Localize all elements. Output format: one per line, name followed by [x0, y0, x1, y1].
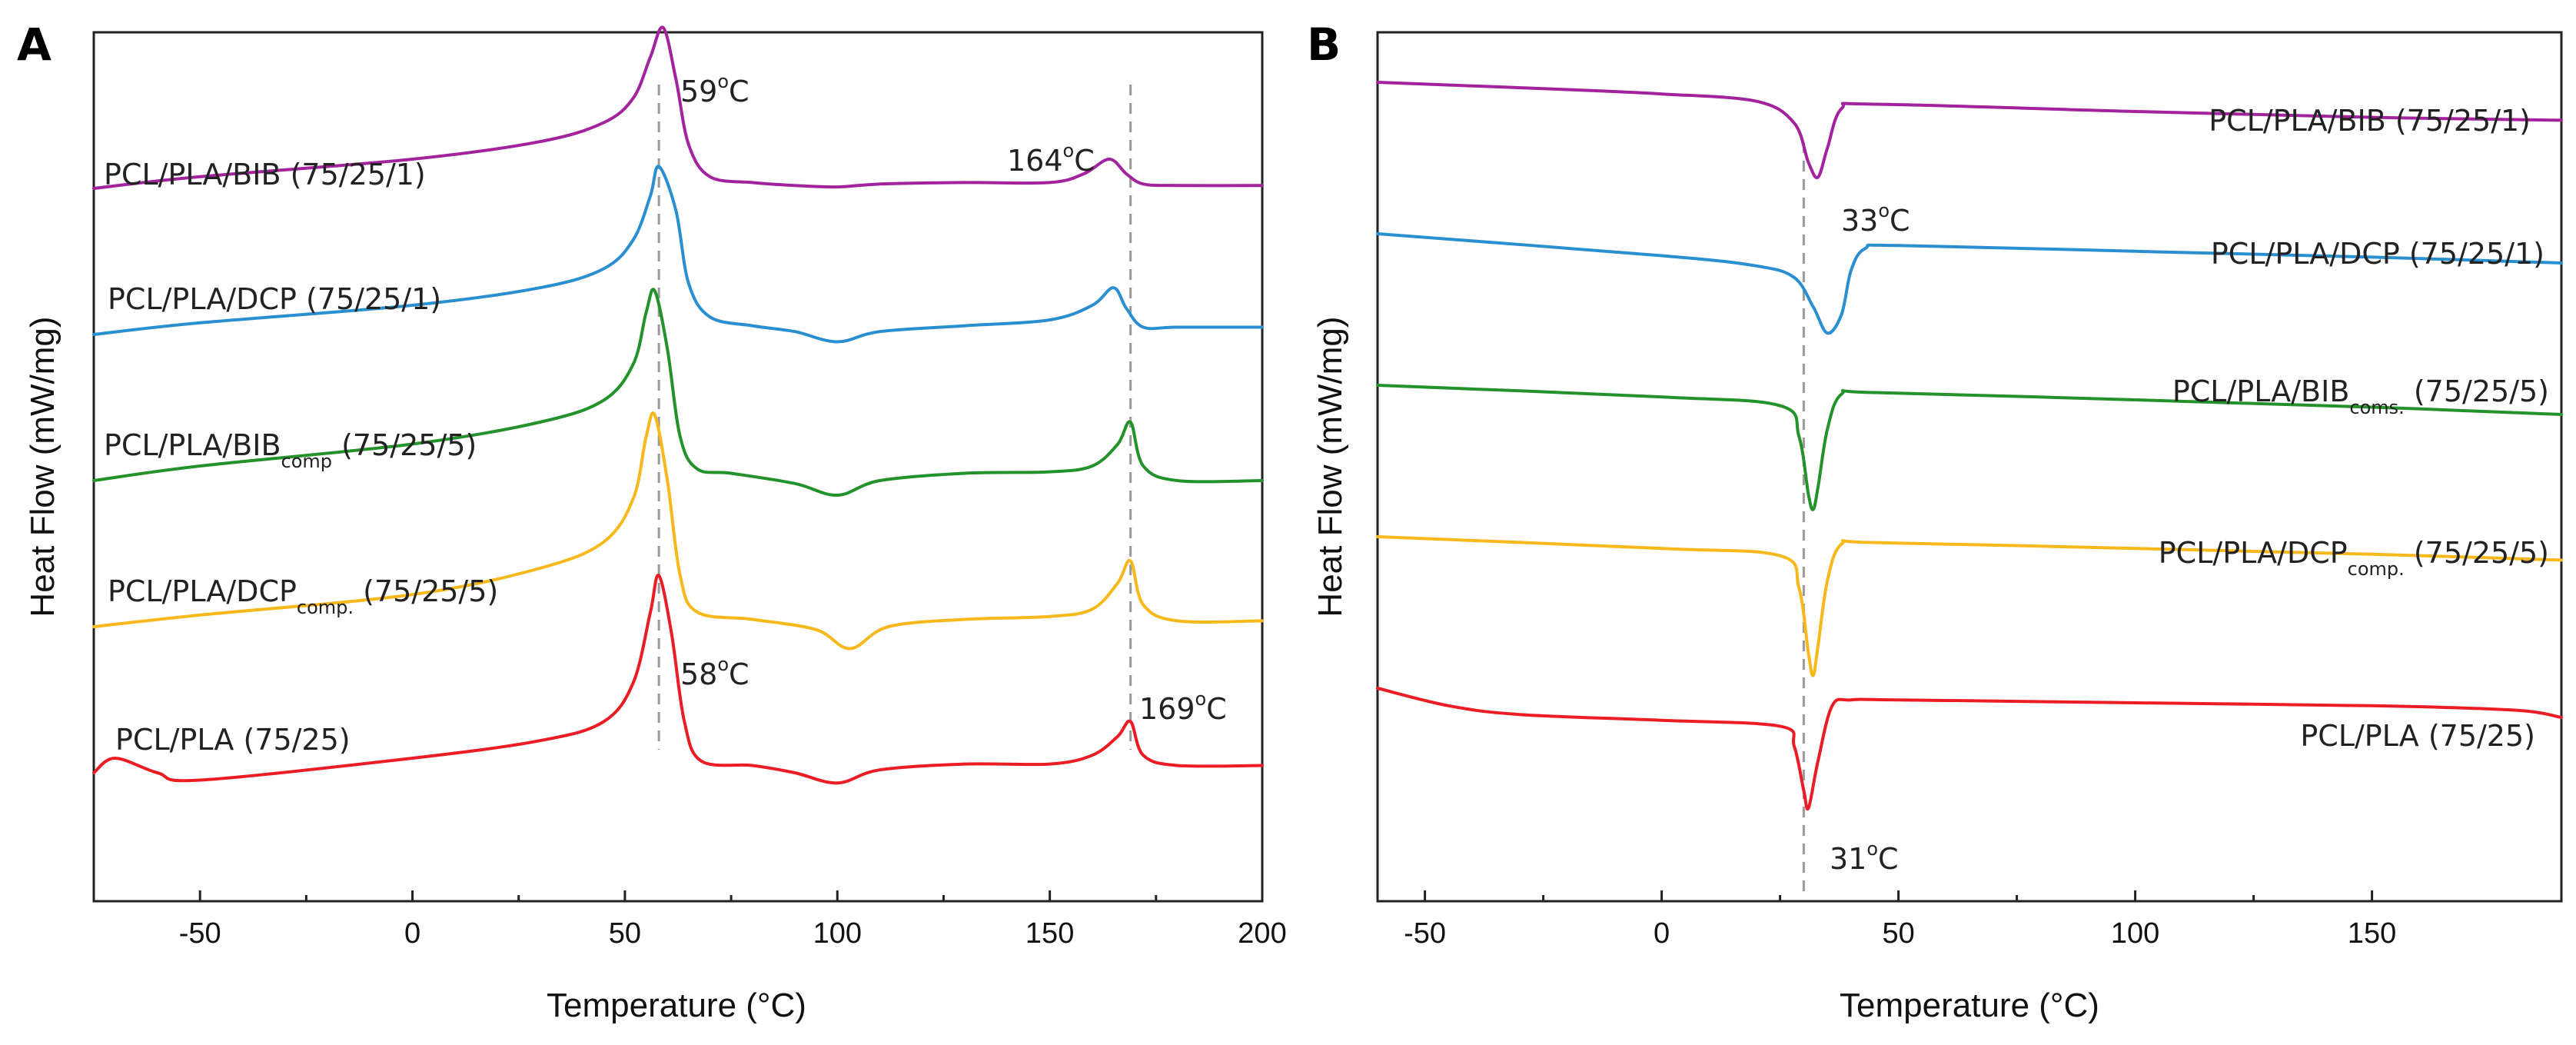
panel-b-curve-pcl-pla-dcpcomp-75-25-5: [1376, 535, 2563, 677]
panel-a-x-tick-label: 200: [1238, 917, 1286, 950]
panel-a-label-pcl-pla-dcp-1: PCL/PLA/DCP (75/25/1): [108, 282, 441, 316]
panel-b-x-tick-label: 0: [1654, 917, 1670, 950]
panel-a-curves: [92, 25, 1264, 785]
panel-a-curve-pcl-pla-dcpcomp-75-25-5: [92, 411, 1264, 651]
panel-a-curve-pcl-pla-dcp-75-25-1: [92, 165, 1264, 344]
panel-a-x-ticks: -50 0 50 100 150 200: [179, 890, 1287, 950]
panel-b-letter: B: [1307, 18, 1341, 71]
panel-b-annotation-33c: 33oC: [1841, 200, 1910, 238]
panel-b-x-tick-label: 50: [1882, 917, 1914, 950]
panel-b-curve-pcl-pla-75-25: [1376, 687, 2563, 811]
panel-a-label-pcl-pla-dcp-comp-5: PCL/PLA/DCPcomp. (75/25/5): [108, 574, 498, 618]
panel-a-label-pcl-pla-bib-comp-5: PCL/PLA/BIBcomp (75/25/5): [104, 428, 477, 472]
panel-b-curve-pcl-pla-bib-75-25-1: [1376, 81, 2563, 180]
panel-a-guide-lines: [657, 85, 1132, 750]
panel-a-x-tick-label: 150: [1025, 917, 1074, 950]
panel-a-annotation-169c: 169oC: [1139, 688, 1227, 726]
panel-a-annotation-59c: 59oC: [680, 71, 750, 108]
panel-b-curve-pcl-pla-bibcoms-75-25-5: [1376, 384, 2563, 511]
panel-a-curve-pcl-pla-bib-75-25-1: [92, 25, 1264, 190]
panel-b-label-pcl-pla-dcp-comp-5: PCL/PLA/DCPcomp. (75/25/5): [2159, 536, 2549, 580]
panel-a-x-tick-label: 50: [609, 917, 641, 950]
panel-b-label-pcl-pla: PCL/PLA (75/25): [2300, 719, 2535, 753]
panel-a-x-tick-label: -50: [179, 917, 221, 950]
panel-a-x-tick-label: 100: [813, 917, 862, 950]
panel-a-letter: A: [17, 18, 52, 71]
panel-b-x-tick-label: 100: [2111, 917, 2159, 950]
panel-b-curve-pcl-pla-dcp-75-25-1: [1376, 232, 2563, 335]
panel-a-curve-pcl-pla-75-25: [92, 574, 1264, 785]
panel-a-y-axis-title: Heat Flow (mW/mg): [24, 316, 61, 617]
panel-b-x-tick-label: 150: [2348, 917, 2396, 950]
panel-b: B -50 0 50 100 150 PCL/PLA/BIB (75/25/1) PCL…: [1307, 18, 2563, 1024]
panel-a: A -50 0 50 100 150 200 PCL/PLA/BIB (75/25/1) …: [17, 18, 1287, 1024]
panel-b-x-ticks: -50 0 50 100 150: [1404, 890, 2396, 950]
panel-a-x-axis-title: Temperature (°C): [547, 987, 806, 1024]
panel-a-plot-frame: [92, 31, 1264, 903]
panel-b-plot-frame: [1376, 31, 2563, 903]
panel-b-label-pcl-pla-dcp-1: PCL/PLA/DCP (75/25/1): [2211, 237, 2544, 271]
panel-a-x-tick-label: 0: [404, 917, 420, 950]
panel-b-label-pcl-pla-bib-1: PCL/PLA/BIB (75/25/1): [2209, 104, 2531, 138]
panel-b-annotation-31c: 31oC: [1830, 838, 1899, 876]
panel-b-curves: [1376, 81, 2563, 811]
panel-a-label-pcl-pla-bib-1: PCL/PLA/BIB (75/25/1): [104, 158, 426, 191]
panel-a-label-pcl-pla: PCL/PLA (75/25): [115, 723, 351, 757]
panel-a-annotation-58c: 58oC: [680, 654, 750, 691]
panel-b-y-axis-title: Heat Flow (mW/mg): [1311, 316, 1349, 617]
panel-a-annotation-164c: 164oC: [1007, 140, 1095, 178]
panel-a-curve-pcl-pla-bibcomp-75-25-5: [92, 288, 1264, 498]
panel-b-x-tick-label: -50: [1404, 917, 1446, 950]
panel-b-x-axis-title: Temperature (°C): [1840, 987, 2099, 1024]
panel-b-label-pcl-pla-bib-comp-5: PCL/PLA/BIBcoms. (75/25/5): [2172, 374, 2549, 418]
